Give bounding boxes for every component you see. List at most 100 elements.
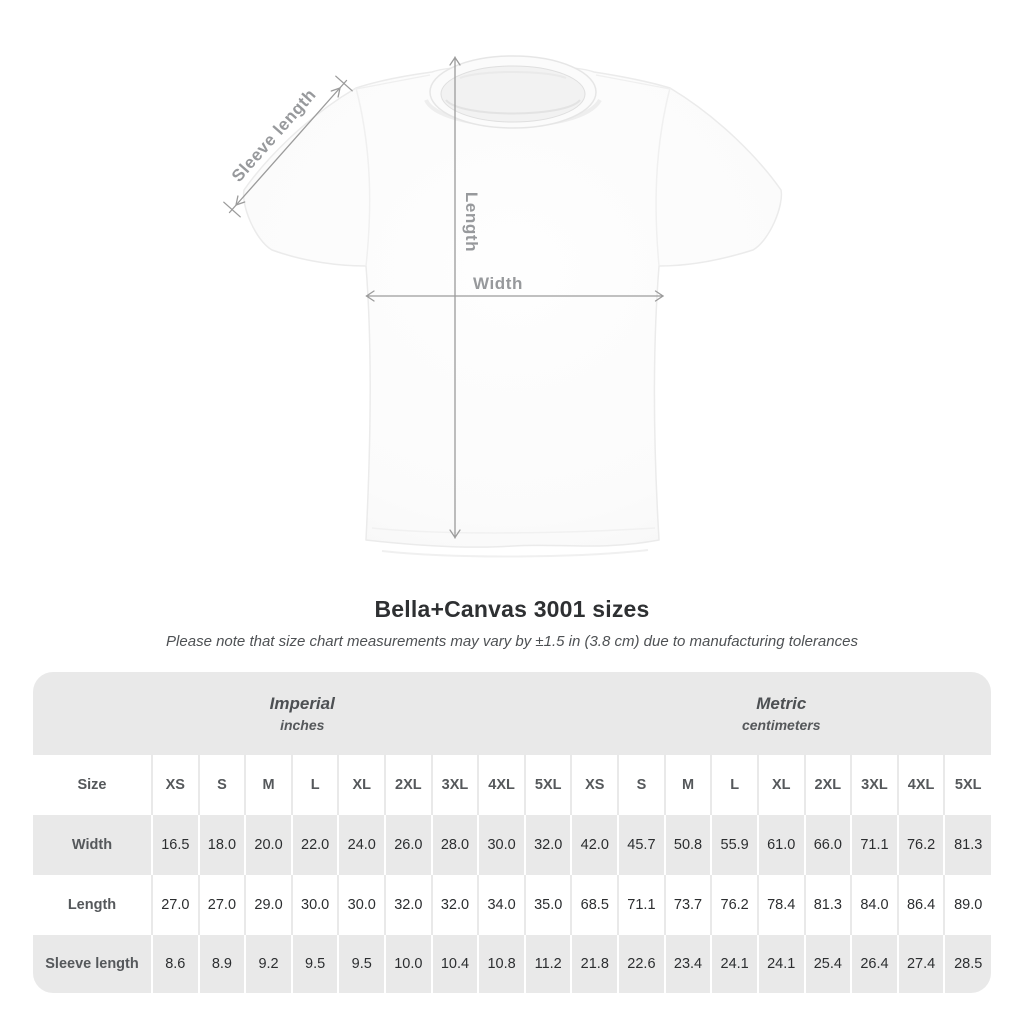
sleeve-length-arrow bbox=[223, 75, 353, 218]
measurement-cell: 55.9 bbox=[710, 815, 758, 875]
size-col-header-metric-xl: XL bbox=[756, 755, 805, 815]
measurement-cell: 30.0 bbox=[290, 875, 339, 935]
measurement-cell: 9.5 bbox=[290, 935, 339, 993]
measurement-cell: 73.7 bbox=[663, 875, 712, 935]
measurement-cell: 29.0 bbox=[244, 875, 292, 935]
size-col-header-imperial-5xl: 5XL bbox=[523, 755, 572, 815]
unit-group-imperial: Imperial inches bbox=[33, 672, 572, 755]
measurement-cell: 89.0 bbox=[943, 875, 991, 935]
measurement-cell: 45.7 bbox=[617, 815, 665, 875]
tshirt-diagram-svg: Width Length Sleeve length bbox=[223, 55, 783, 558]
measurement-cell: 32.0 bbox=[430, 875, 479, 935]
measurement-cell: 27.4 bbox=[896, 935, 945, 993]
size-chart-card: Imperial inches Metric centimeters Size … bbox=[33, 672, 991, 993]
size-col-header-metric-2xl: 2XL bbox=[803, 755, 852, 815]
row-label: Length bbox=[33, 875, 152, 935]
measurement-cell: 42.0 bbox=[570, 815, 619, 875]
size-corner-header: Size bbox=[33, 755, 152, 815]
size-col-header-imperial-m: M bbox=[244, 755, 292, 815]
row-label: Width bbox=[33, 815, 152, 875]
measurement-cell: 24.1 bbox=[756, 935, 805, 993]
metric-label: Metric bbox=[756, 693, 807, 713]
measurement-cell: 27.0 bbox=[197, 875, 246, 935]
measurement-cell: 66.0 bbox=[803, 815, 852, 875]
measurement-cell: 76.2 bbox=[896, 815, 945, 875]
measurement-cell: 10.8 bbox=[477, 935, 525, 993]
size-table-body: Width 16.5 18.0 20.0 22.0 24.0 26.0 28.0 30.0 32.… bbox=[33, 815, 991, 993]
measurement-cell: 84.0 bbox=[850, 875, 898, 935]
tshirt-measurement-diagram: Width Length Sleeve length bbox=[223, 55, 783, 558]
size-col-header-metric-4xl: 4XL bbox=[896, 755, 945, 815]
length-arrow bbox=[449, 56, 461, 539]
measurement-cell: 11.2 bbox=[523, 935, 572, 993]
size-col-header-imperial-3xl: 3XL bbox=[430, 755, 479, 815]
tolerance-note: Please note that size chart measurements… bbox=[166, 633, 858, 650]
measurement-cell: 86.4 bbox=[896, 875, 945, 935]
measurement-cell: 32.0 bbox=[384, 875, 432, 935]
measurement-cell: 35.0 bbox=[523, 875, 572, 935]
measurement-cell: 22.0 bbox=[290, 815, 339, 875]
size-header-row: Size XS S M L XL 2XL 3XL 4XL 5XL XS S M L XL 2XL 3XL 4XL… bbox=[33, 755, 991, 815]
table-row-length: Length 27.0 27.0 29.0 30.0 30.0 32.0 32.0 34.0 35… bbox=[33, 875, 991, 935]
row-label: Sleeve length bbox=[33, 935, 152, 993]
size-col-header-metric-3xl: 3XL bbox=[850, 755, 898, 815]
size-col-header-imperial-2xl: 2XL bbox=[384, 755, 432, 815]
size-col-header-metric-xs: XS bbox=[570, 755, 619, 815]
measurement-cell: 28.5 bbox=[943, 935, 991, 993]
measurement-cell: 78.4 bbox=[756, 875, 805, 935]
measurement-cell: 10.4 bbox=[430, 935, 479, 993]
measurement-cell: 25.4 bbox=[803, 935, 852, 993]
measurement-cell: 9.5 bbox=[337, 935, 386, 993]
measurement-cell: 26.4 bbox=[850, 935, 898, 993]
size-col-header-metric-5xl: 5XL bbox=[943, 755, 991, 815]
table-row-sleeve-length: Sleeve length 8.6 8.9 9.2 9.5 9.5 10.0 10.4 10.8… bbox=[33, 935, 991, 993]
measurement-cell: 61.0 bbox=[756, 815, 805, 875]
width-label: Width bbox=[473, 274, 523, 293]
measurement-cell: 10.0 bbox=[384, 935, 432, 993]
measurement-cell: 68.5 bbox=[570, 875, 619, 935]
measurement-cell: 22.6 bbox=[617, 935, 665, 993]
measurement-cell: 76.2 bbox=[710, 875, 758, 935]
measurement-cell: 32.0 bbox=[523, 815, 572, 875]
measurement-cell: 81.3 bbox=[803, 875, 852, 935]
unit-group-row: Imperial inches Metric centimeters bbox=[33, 672, 991, 755]
size-col-header-metric-l: L bbox=[710, 755, 758, 815]
measurement-cell: 50.8 bbox=[663, 815, 712, 875]
measurement-cell: 18.0 bbox=[197, 815, 246, 875]
measurement-cell: 26.0 bbox=[384, 815, 432, 875]
size-table: Imperial inches Metric centimeters Size … bbox=[33, 672, 991, 993]
page-title: Bella+Canvas 3001 sizes bbox=[374, 596, 650, 622]
width-arrow bbox=[365, 290, 665, 302]
measurement-cell: 16.5 bbox=[151, 815, 199, 875]
imperial-label: Imperial bbox=[269, 693, 335, 713]
size-col-header-imperial-s: S bbox=[197, 755, 246, 815]
metric-sublabel: centimeters bbox=[741, 716, 821, 733]
measurement-cell: 34.0 bbox=[477, 875, 525, 935]
collar bbox=[424, 55, 602, 129]
measurement-cell: 8.6 bbox=[151, 935, 199, 993]
size-col-header-metric-s: S bbox=[617, 755, 665, 815]
measurement-cell: 8.9 bbox=[197, 935, 246, 993]
measurement-cell: 30.0 bbox=[477, 815, 525, 875]
measurement-cell: 30.0 bbox=[337, 875, 386, 935]
measurement-cell: 81.3 bbox=[943, 815, 991, 875]
table-row-width: Width 16.5 18.0 20.0 22.0 24.0 26.0 28.0 30.0 32.… bbox=[33, 815, 991, 875]
measurement-cell: 71.1 bbox=[850, 815, 898, 875]
size-col-header-imperial-4xl: 4XL bbox=[477, 755, 525, 815]
size-col-header-imperial-xs: XS bbox=[151, 755, 199, 815]
measurement-cell: 71.1 bbox=[617, 875, 665, 935]
measurement-cell: 21.8 bbox=[570, 935, 619, 993]
measurement-cell: 24.0 bbox=[337, 815, 386, 875]
size-col-header-metric-m: M bbox=[663, 755, 712, 815]
imperial-sublabel: inches bbox=[280, 716, 325, 733]
length-label: Length bbox=[462, 192, 481, 252]
unit-group-metric: Metric centimeters bbox=[571, 672, 991, 755]
t-shirt-image bbox=[242, 55, 783, 558]
size-col-header-imperial-l: L bbox=[290, 755, 339, 815]
measurement-cell: 20.0 bbox=[244, 815, 292, 875]
size-col-header-imperial-xl: XL bbox=[337, 755, 386, 815]
measurement-cell: 27.0 bbox=[151, 875, 199, 935]
measurement-cell: 9.2 bbox=[244, 935, 292, 993]
measurement-cell: 24.1 bbox=[710, 935, 758, 993]
